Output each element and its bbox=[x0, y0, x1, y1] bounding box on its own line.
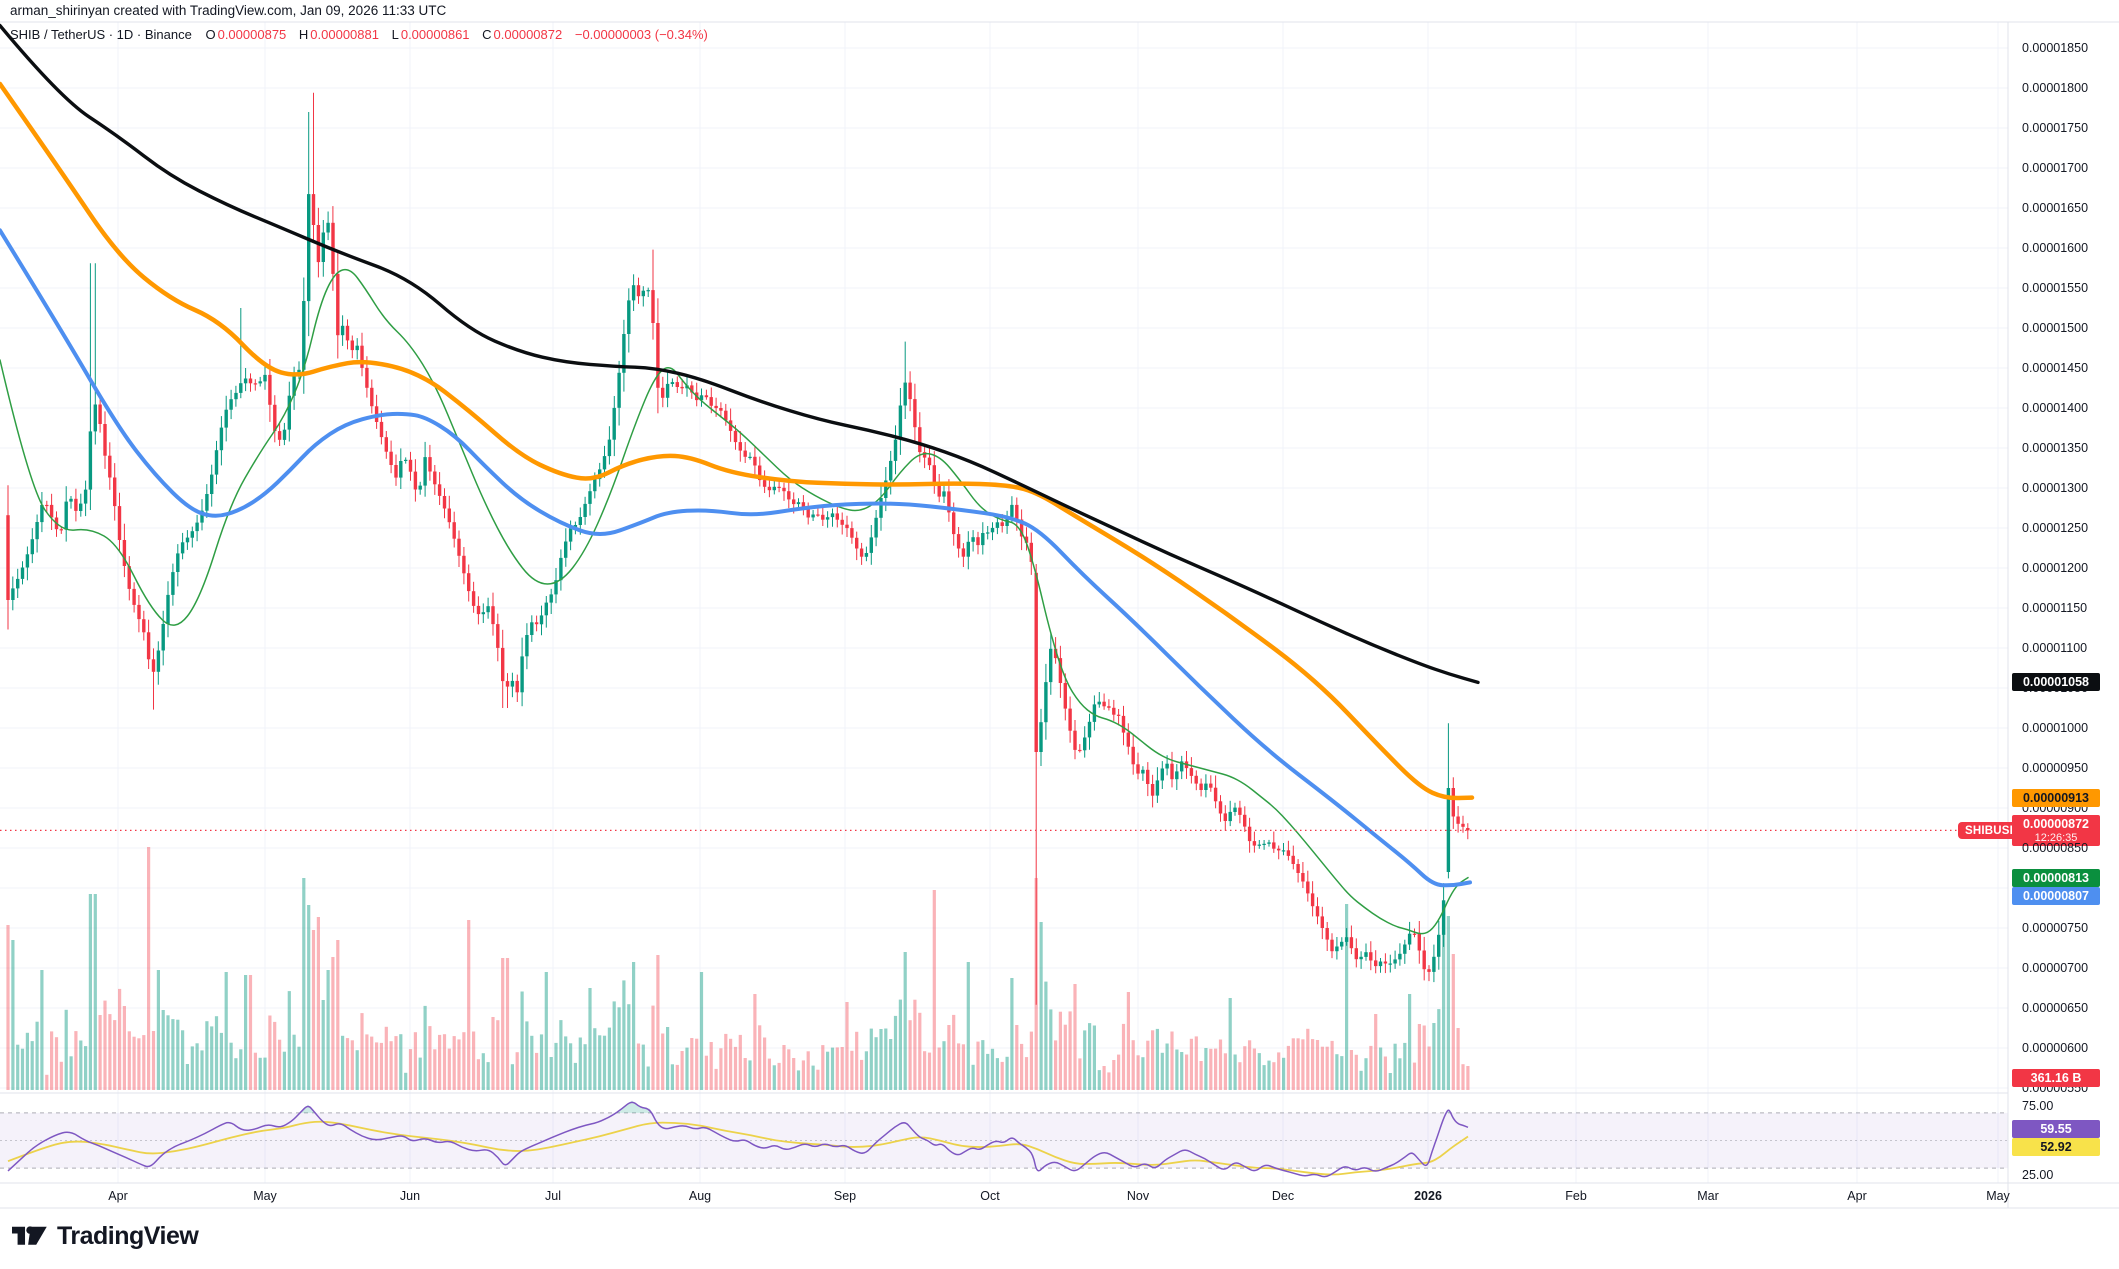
price-tick-label: 0.00001850 bbox=[2022, 41, 2089, 55]
price-tick-label: 0.00001300 bbox=[2022, 481, 2089, 495]
volume-bars bbox=[6, 847, 1470, 1090]
price-tick-label: 0.00000950 bbox=[2022, 761, 2089, 775]
price-change: −0.00000003 (−0.34%) bbox=[574, 27, 708, 42]
price-tick-label: 0.00001750 bbox=[2022, 121, 2089, 135]
ohlc-open-letter: O bbox=[205, 27, 216, 42]
price-tick-label: 0.00001400 bbox=[2022, 401, 2089, 415]
chart-legend[interactable]: SHIB / TetherUS · 1D · Binance O 0.000008… bbox=[10, 27, 710, 42]
tradingview-logo-text: TradingView bbox=[57, 1221, 199, 1250]
ma200-label: 0.00001058 bbox=[2012, 673, 2100, 691]
price-tick-label: 0.00001550 bbox=[2022, 281, 2089, 295]
price-tick-label: 0.00001650 bbox=[2022, 201, 2089, 215]
price-tick-label: 0.00001000 bbox=[2022, 721, 2089, 735]
time-axis-label-aug: Aug bbox=[688, 1189, 712, 1203]
ohlc-close-value: 0.00000872 bbox=[493, 27, 563, 42]
ma-21-line bbox=[0, 268, 1469, 935]
time-axis-label-dec: Dec bbox=[1271, 1189, 1295, 1203]
price-tick-label: 0.00001350 bbox=[2022, 441, 2089, 455]
time-axis-label-jun: Jun bbox=[399, 1189, 421, 1203]
price-tick-label: 0.00001700 bbox=[2022, 161, 2089, 175]
ohlc-low-value: 0.00000861 bbox=[400, 27, 470, 42]
ma-200-line bbox=[0, 23, 1480, 685]
price-tick-label: 0.00001100 bbox=[2022, 641, 2088, 655]
rsi-overbought-fill bbox=[300, 1104, 316, 1113]
time-axis-label-nov: Nov bbox=[1126, 1189, 1150, 1203]
price-tick-label: 0.00001250 bbox=[2022, 521, 2089, 535]
price-tick-label: 0.00000600 bbox=[2022, 1041, 2089, 1055]
ohlc-high-value: 0.00000881 bbox=[310, 27, 379, 42]
ohlc-high-letter: H bbox=[298, 27, 309, 42]
time-axis-label-mar: Mar bbox=[1697, 1189, 1719, 1203]
rsi-ma-label: 52.92 bbox=[2012, 1138, 2100, 1156]
last-price-label: 0.00000872 12:26:35 bbox=[2012, 815, 2100, 846]
volume-label: 361.16 B bbox=[2012, 1069, 2100, 1087]
time-axis-label-may: May bbox=[1986, 1189, 2010, 1203]
rsi-line bbox=[7, 1101, 1469, 1178]
time-axis-label-apr: Apr bbox=[108, 1189, 128, 1203]
ma-100-line bbox=[0, 81, 1475, 801]
price-tick-label: 0.00001450 bbox=[2022, 361, 2089, 375]
rsi-tick-label: 75.00 bbox=[2022, 1099, 2054, 1113]
price-tick-label: 0.00000650 bbox=[2022, 1001, 2089, 1015]
price-tick-label: 0.00001600 bbox=[2022, 241, 2089, 255]
ohlc-close-letter: C bbox=[482, 27, 492, 42]
ohlc-low-letter: L bbox=[391, 27, 399, 42]
price-tick-label: 0.00000700 bbox=[2022, 961, 2089, 975]
bar-countdown: 12:26:35 bbox=[2034, 831, 2078, 844]
price-tick-label: 0.00000750 bbox=[2022, 921, 2089, 935]
price-tick-label: 0.00000850 bbox=[2022, 841, 2089, 855]
time-axis-label-feb: Feb bbox=[1565, 1189, 1587, 1203]
ma100-label: 0.00000913 bbox=[2012, 789, 2100, 807]
rsi-overbought-fill bbox=[616, 1100, 652, 1113]
symbol-title: SHIB / TetherUS · 1D · Binance bbox=[10, 27, 192, 42]
candlesticks bbox=[6, 92, 1470, 1005]
tradingview-logo-icon bbox=[12, 1226, 47, 1245]
price-tick-label: 0.00001150 bbox=[2022, 601, 2088, 615]
time-axis-label-jul: Jul bbox=[545, 1189, 561, 1203]
price-tick-label: 0.00001800 bbox=[2022, 81, 2089, 95]
price-tick-label: 0.00001200 bbox=[2022, 561, 2089, 575]
time-axis-label-2026: 2026 bbox=[1414, 1189, 1442, 1203]
ma50-label: 0.00000807 bbox=[2012, 887, 2100, 905]
tradingview-logo[interactable]: TradingView bbox=[12, 1221, 199, 1251]
ma21-label: 0.00000813 bbox=[2012, 869, 2100, 887]
ma-50-line bbox=[0, 228, 1472, 888]
time-axis-label-oct: Oct bbox=[980, 1189, 1000, 1203]
rsi-tick-label: 25.00 bbox=[2022, 1168, 2054, 1182]
time-axis-label-apr: Apr bbox=[1847, 1189, 1867, 1203]
time-axis-label-sep: Sep bbox=[833, 1189, 857, 1203]
last-price-value: 0.00000872 bbox=[2022, 816, 2090, 831]
rsi-label: 59.55 bbox=[2012, 1120, 2100, 1138]
watermark-credit: arman_shirinyan created with TradingView… bbox=[10, 3, 447, 18]
price-tick-label: 0.00001500 bbox=[2022, 321, 2089, 335]
rsi-ma-line bbox=[7, 1120, 1469, 1176]
ohlc-open-value: 0.00000875 bbox=[217, 27, 287, 42]
time-axis-label-may: May bbox=[253, 1189, 277, 1203]
